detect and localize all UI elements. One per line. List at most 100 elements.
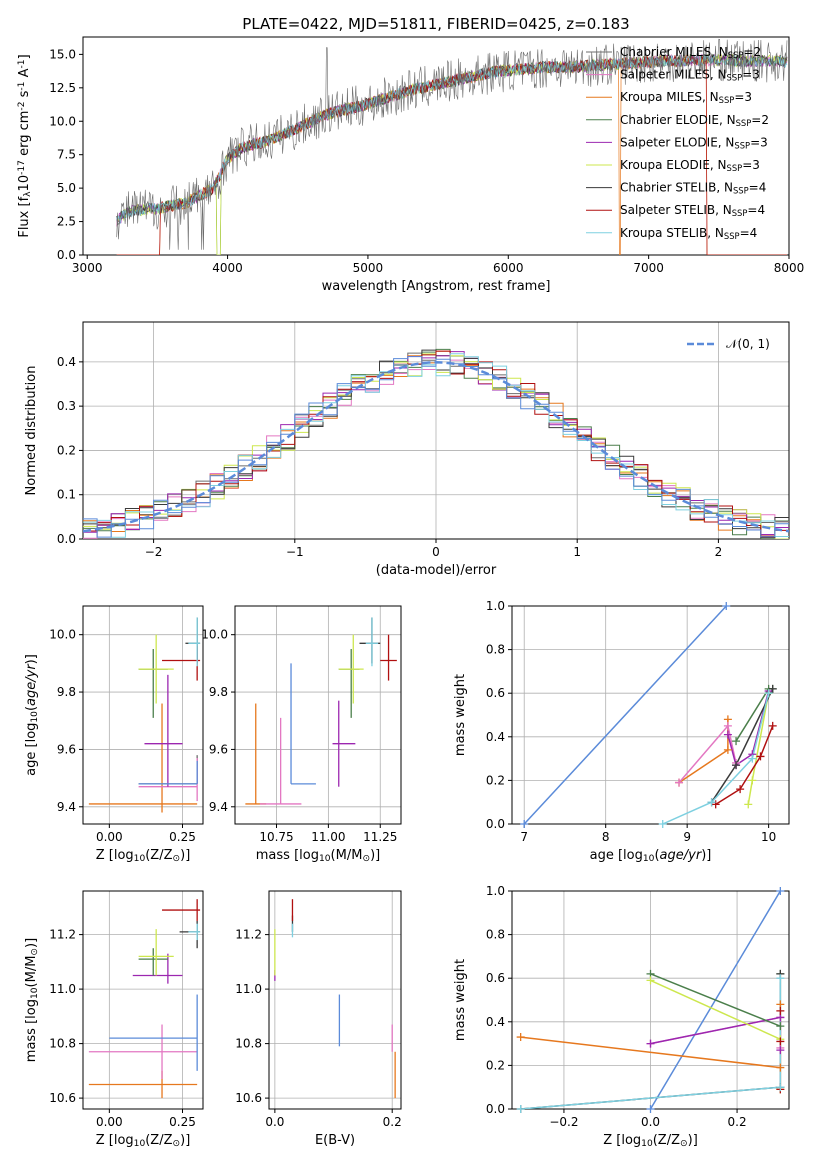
label-text: mass weight [453, 674, 468, 756]
y-tick-label: 1.0 [486, 599, 505, 613]
legend-entry: Kroupa STELIB, NSSP=4 [620, 226, 757, 241]
weight-line [650, 973, 782, 1028]
x-tick-label: 1 [573, 545, 581, 559]
data-point-marker [723, 745, 732, 754]
y-tick-label: 0.4 [486, 730, 505, 744]
data-point-marker [711, 800, 720, 809]
label-text: )] [180, 848, 190, 863]
subscript: ⊙ [173, 854, 181, 864]
label-text: Chabrier ELODIE, N [620, 113, 736, 127]
label-text: ( [24, 706, 39, 711]
label-text: =2 [751, 113, 769, 127]
weight-line [662, 693, 770, 824]
x-axis-label: Z [log10(Z/Z⊙)] [603, 1133, 698, 1149]
x-tick-label: 0.2 [383, 1115, 402, 1129]
data-point-marker [646, 1105, 655, 1113]
y-tick-label: 5.0 [57, 181, 76, 195]
panel-age-mass: 10.75 11.00 11.25 9.4 9.6 9.8 10.0 mass [log10(… [201, 605, 402, 864]
panel-age-metallicity: 0.00 0.259.49.69.810.0Z [log10(Z/Z⊙)]age … [24, 605, 204, 864]
label-text: =4 [749, 181, 767, 195]
weight-line [747, 693, 770, 805]
x-axis-label: age [log10(age/yr)] [590, 848, 712, 864]
weight-line [727, 690, 770, 767]
superscript: -1 [17, 82, 27, 91]
data-point-marker [675, 778, 684, 787]
subscript: ⊙ [680, 1139, 688, 1149]
plot-area [83, 348, 789, 539]
subscript: SSP [732, 208, 748, 218]
data-point-marker [723, 721, 732, 730]
x-tick-label: 7000 [633, 261, 664, 275]
y-axis-label: Normed distribution [24, 366, 39, 496]
label-text: A [17, 68, 32, 81]
y-tick-label: 10.0 [49, 114, 76, 128]
panel-mass-reddening: 0.0 0.2 10.6 10.8 11.0 11.2 E(B-V) [235, 890, 402, 1148]
subscript: ⊙ [30, 948, 40, 956]
data-point-marker [776, 974, 785, 983]
label-text: =3 [750, 135, 768, 149]
legend-entry: Salpeter ELODIE, NSSP=3 [620, 135, 768, 150]
y-tick-label: 0.8 [486, 928, 505, 942]
x-tick-label: 0 [432, 545, 440, 559]
x-tick-label: 11.25 [363, 830, 397, 844]
data-point-marker [764, 689, 773, 698]
x-tick-label: 0.0 [641, 1115, 660, 1129]
label-text: =4 [747, 203, 765, 217]
y-tick-label: 0.2 [486, 1058, 505, 1072]
x-tick-label: 3000 [72, 261, 103, 275]
y-tick-label: 0.6 [486, 971, 505, 985]
y-tick-label: 2.5 [57, 215, 76, 229]
subscript: 10 [134, 1139, 146, 1149]
x-tick-label: 8 [602, 830, 610, 844]
x-tick-label: 7 [520, 830, 528, 844]
data-point-marker [516, 1033, 525, 1042]
y-tick-label: 9.6 [57, 742, 76, 756]
y-tick-label: 0.2 [57, 443, 76, 457]
panel-spectrum: 3000 4000 5000 6000 7000 8000 0.0 2.5 5.0 7.5 10.0… [17, 36, 804, 294]
label-text: Chabrier STELIB, N [620, 181, 733, 195]
legend-entry: 𝒩(0, 1) [726, 337, 770, 351]
label-text: )] [24, 938, 39, 948]
y-tick-label: 0.0 [486, 817, 505, 831]
label-text: )] [370, 848, 380, 863]
data-point-marker [658, 820, 667, 828]
x-tick-label: 0.2 [728, 1115, 747, 1129]
label-text: =3 [734, 90, 752, 104]
y-tick-label: 9.8 [57, 685, 76, 699]
y-tick-label: 15.0 [49, 47, 76, 61]
y-tick-label: 11.2 [235, 928, 262, 942]
x-tick-label: −2 [145, 545, 163, 559]
y-tick-label: 0.2 [486, 773, 505, 787]
subscript: 10 [643, 854, 655, 864]
data-point-marker [756, 752, 765, 761]
data-point-marker [776, 1046, 785, 1055]
label-text: Flux [f [17, 196, 32, 237]
x-tick-label: 6000 [493, 261, 524, 275]
x-tick-label: 10.75 [259, 830, 293, 844]
x-axis-label: mass [log10(M/M⊙)] [256, 848, 380, 864]
x-tick-label: 11.00 [311, 830, 345, 844]
y-tick-label: 12.5 [49, 81, 76, 95]
axes-frame [82, 36, 790, 256]
weight-line [523, 606, 727, 824]
label-text: Salpeter STELIB, N [620, 203, 732, 217]
label-text: Kroupa ELODIE, N [620, 158, 727, 172]
panel-residuals: −2 −1 0 1 2 0.0 0.1 0.2 0.3 0.4 (data-model)/error… [24, 321, 790, 578]
x-axis-label: Z [log10(Z/Z⊙)] [96, 1133, 191, 1149]
data-point-marker [776, 1037, 785, 1046]
label-text: )] [688, 1133, 698, 1148]
label-text: Z [log [603, 1133, 641, 1148]
label-text: )] [24, 654, 39, 664]
weight-line [715, 725, 774, 806]
y-tick-label: 10.8 [49, 1037, 76, 1051]
data-point-marker [732, 761, 741, 770]
y-tick-label: 9.4 [209, 800, 228, 814]
legend-entry: Salpeter STELIB, NSSP=4 [620, 203, 765, 218]
y-tick-label: 9.4 [57, 800, 76, 814]
x-tick-label: 0.25 [169, 1115, 196, 1129]
histogram-step [83, 353, 789, 538]
x-tick-label: 10 [761, 830, 776, 844]
data-point-marker [732, 737, 741, 746]
y-tick-label: 10.6 [49, 1091, 76, 1105]
